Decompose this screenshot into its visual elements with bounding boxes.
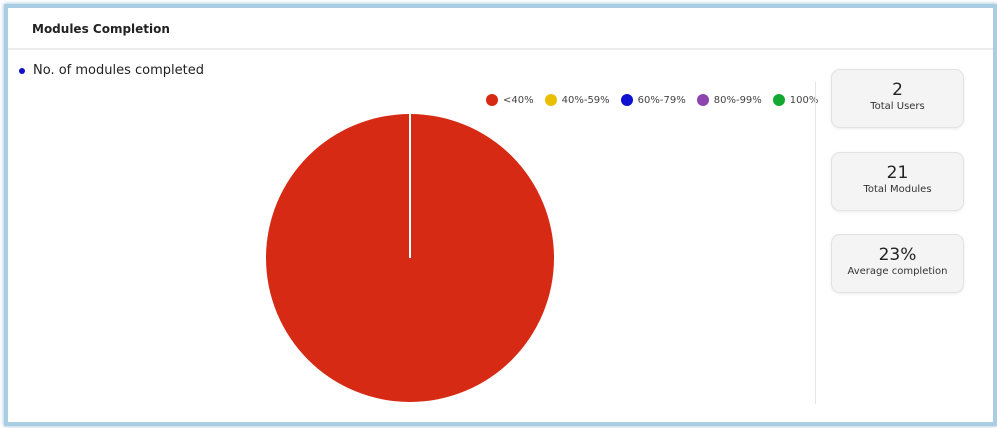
legend-item[interactable]: 100% bbox=[772, 94, 819, 106]
legend-item[interactable]: 40%-59% bbox=[544, 94, 610, 106]
legend-item[interactable]: 60%-79% bbox=[620, 94, 686, 106]
legend-item[interactable]: <40% bbox=[486, 94, 534, 106]
legend-swatch bbox=[486, 94, 498, 106]
stat-label: Total Users bbox=[870, 101, 925, 112]
modules-completion-panel: Modules Completion No. of modules comple… bbox=[4, 4, 997, 426]
legend-swatch bbox=[544, 94, 557, 106]
stat-card-total-users: 2 Total Users bbox=[831, 69, 964, 128]
panel-header: Modules Completion bbox=[8, 8, 993, 50]
stat-value: 21 bbox=[886, 163, 909, 183]
stat-label: Average completion bbox=[847, 266, 948, 277]
legend-label: 60%-79% bbox=[637, 94, 686, 106]
legend-item[interactable]: 80%-99% bbox=[696, 94, 762, 106]
legend-swatch bbox=[772, 94, 785, 106]
legend-label: 100% bbox=[789, 94, 819, 106]
legend-swatch bbox=[696, 94, 709, 106]
divider bbox=[815, 82, 816, 404]
legend-label: <40% bbox=[503, 94, 534, 106]
panel-title: Modules Completion bbox=[32, 22, 170, 36]
legend-label: 40%-59% bbox=[561, 94, 610, 106]
legend-swatch bbox=[620, 94, 633, 106]
stat-label: Total Modules bbox=[863, 184, 932, 195]
legend-label: 80%-99% bbox=[713, 94, 762, 106]
stat-card-average-completion: 23% Average completion bbox=[831, 234, 964, 293]
stat-value: 2 bbox=[892, 80, 903, 100]
chart-title-text: No. of modules completed bbox=[33, 63, 204, 78]
stat-card-total-modules: 21 Total Modules bbox=[831, 152, 964, 211]
pie-chart bbox=[266, 114, 554, 402]
stat-value: 23% bbox=[878, 245, 917, 265]
chart-title: No. of modules completed bbox=[19, 63, 204, 78]
bullet-icon bbox=[19, 67, 25, 74]
chart-legend: <40% 40%-59% 60%-79% 80%-99% 100% bbox=[486, 94, 829, 106]
